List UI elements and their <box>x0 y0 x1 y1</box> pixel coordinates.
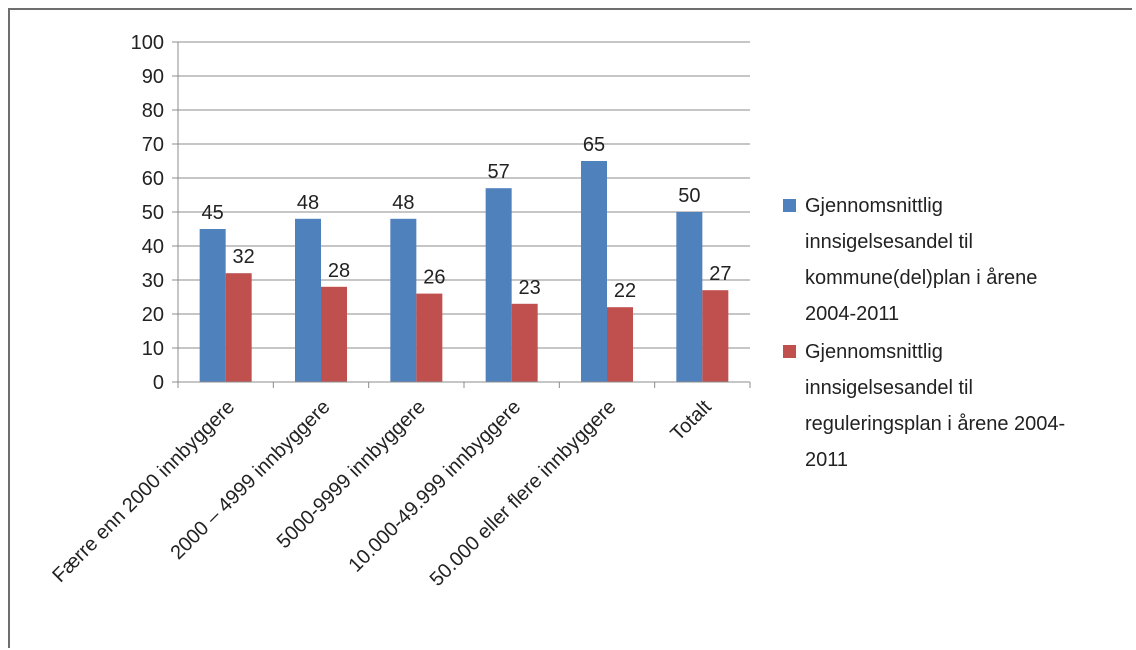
y-tick-label: 40 <box>142 236 164 258</box>
x-tick-label: Færre enn 2000 innbyggere <box>48 396 239 587</box>
legend-label: innsigelsesandel til <box>805 377 973 399</box>
x-tick-label: Totalt <box>667 396 717 446</box>
data-labels: 45 32 48 28 48 26 57 23 65 22 50 27 <box>202 134 732 302</box>
bar <box>485 188 512 382</box>
legend-label: 2004-2011 <box>805 303 899 325</box>
bar <box>321 286 347 382</box>
bar <box>199 229 226 382</box>
data-label: 45 <box>202 202 224 224</box>
data-label: 28 <box>328 260 350 282</box>
data-label: 22 <box>614 280 636 302</box>
legend: Gjennomsnittlig innsigelsesandel til kommu… <box>783 195 1065 471</box>
data-label: 65 <box>583 134 605 156</box>
data-label: 48 <box>392 192 414 214</box>
legend-swatch <box>783 345 796 358</box>
y-tick-label: 20 <box>142 304 164 326</box>
bar <box>581 161 607 382</box>
bar <box>676 212 703 382</box>
y-tick-label: 50 <box>142 202 164 224</box>
legend-label: Gjennomsnittlig <box>805 195 943 217</box>
y-axis: 0 10 20 30 40 50 60 70 80 90 100 <box>131 32 179 394</box>
grid-lines <box>178 41 750 349</box>
bar <box>416 293 443 382</box>
data-label: 48 <box>297 192 319 214</box>
y-tick-label: 0 <box>153 372 164 394</box>
bars <box>199 161 729 382</box>
x-tick-label: 10.000-49.999 innbyggere <box>345 396 526 577</box>
bar <box>607 307 633 382</box>
data-label: 50 <box>678 185 700 207</box>
bar <box>295 218 321 382</box>
bar <box>225 273 252 382</box>
y-tick-label: 80 <box>142 100 164 122</box>
data-label: 57 <box>488 161 510 183</box>
x-tick-label: 2000 – 4999 innbyggere <box>166 396 334 564</box>
data-label: 32 <box>233 246 255 268</box>
data-label: 26 <box>423 267 445 289</box>
y-tick-label: 10 <box>142 338 164 360</box>
legend-label: 2011 <box>805 449 848 471</box>
bar <box>390 218 417 382</box>
y-tick-label: 100 <box>131 32 164 54</box>
x-tick-label: 50.000 eller flere innbyggere <box>426 396 621 591</box>
y-tick-label: 60 <box>142 168 164 190</box>
legend-label: Gjennomsnittlig <box>805 341 943 363</box>
legend-label: innsigelsesandel til <box>805 231 973 253</box>
chart-frame <box>8 8 1132 648</box>
data-label: 23 <box>519 277 541 299</box>
data-label: 27 <box>709 263 731 285</box>
y-tick-label: 70 <box>142 134 164 156</box>
y-tick-label: 30 <box>142 270 164 292</box>
bar <box>702 290 729 382</box>
bar <box>511 303 538 382</box>
legend-swatch <box>783 199 796 212</box>
legend-label: reguleringsplan i årene 2004- <box>805 413 1065 435</box>
y-tick-label: 90 <box>142 66 164 88</box>
legend-label: kommune(del)plan i årene <box>805 267 1037 289</box>
